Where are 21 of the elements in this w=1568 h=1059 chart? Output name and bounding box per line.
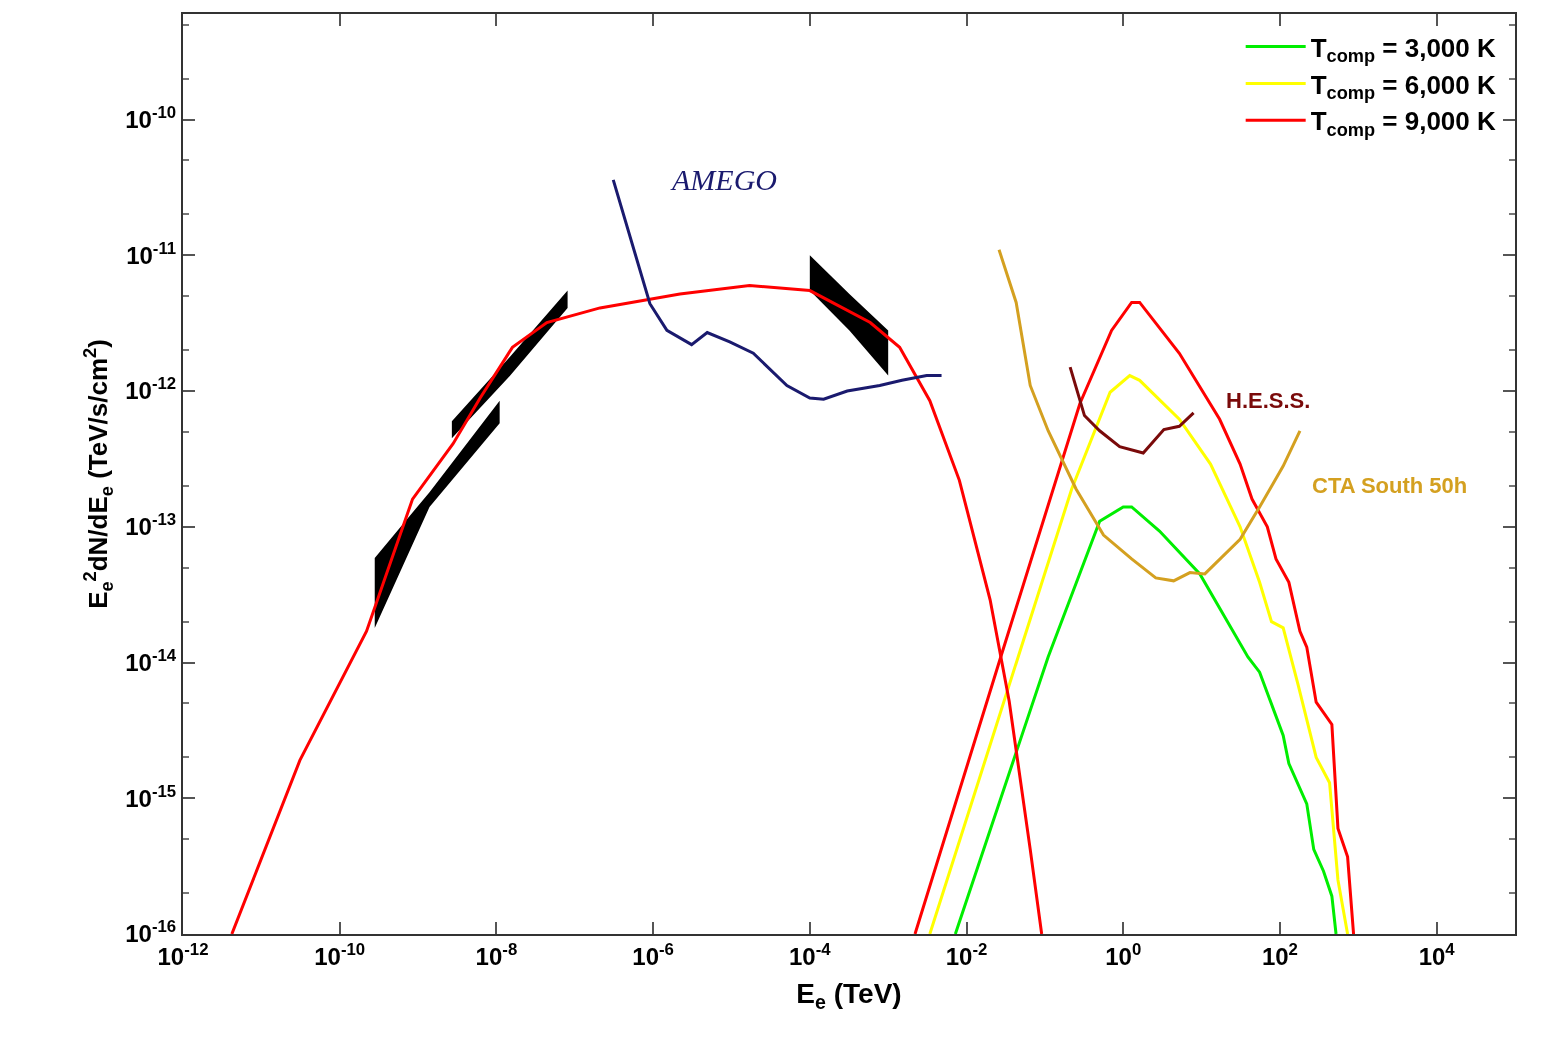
series-label: H.E.S.S. — [1226, 388, 1311, 413]
x-tick-label: 10$^{-6}$ — [632, 939, 674, 970]
y-tick-label: 10$^{-10}$ — [125, 102, 177, 134]
x-axis-title: E$_{e}$ (TeV) — [796, 978, 902, 1014]
series-label: CTA South 50h — [1312, 473, 1468, 498]
x-tick-label: 10$^{-2}$ — [945, 939, 988, 970]
x-tick-label: 10$^{2}$ — [1261, 939, 1298, 970]
y-tick-label: 10$^{-11}$ — [126, 238, 177, 269]
legend-label: T$_{comp}$ = 6,000 K — [1310, 69, 1496, 103]
legend-label: T$_{comp}$ = 9,000 K — [1310, 106, 1496, 140]
x-tick-label: 10$^{-4}$ — [789, 939, 832, 970]
x-tick-label: 10$^{-10}$ — [314, 939, 366, 970]
y-tick-label: 10$^{-13}$ — [125, 510, 177, 541]
x-tick-label: 10$^{-8}$ — [475, 939, 518, 970]
y-tick-label: 10$^{-14}$ — [125, 645, 177, 676]
y-tick-label: 10$^{-12}$ — [125, 374, 177, 405]
series-label: AMEGO — [670, 163, 777, 196]
x-tick-label: 10$^{0}$ — [1105, 939, 1142, 970]
x-tick-label: 10$^{4}$ — [1418, 939, 1456, 970]
y-tick-label: 10$^{-15}$ — [125, 781, 177, 812]
legend-label: T$_{comp}$ = 3,000 K — [1310, 32, 1496, 67]
